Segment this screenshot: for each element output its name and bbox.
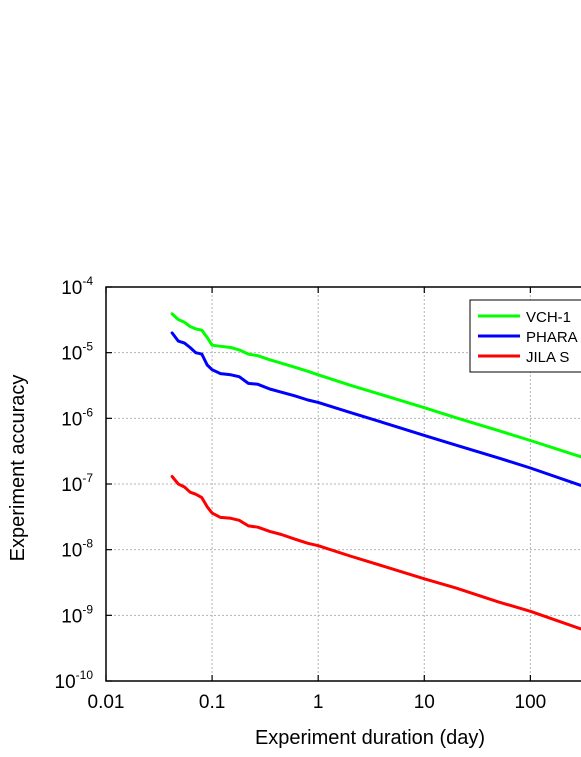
x-tick-label: 0.01 bbox=[88, 692, 125, 713]
series-line-phara bbox=[170, 331, 581, 487]
y-tick-base: 10 bbox=[61, 541, 82, 562]
y-tick-exponent: -7 bbox=[82, 471, 93, 485]
y-tick-base: 10 bbox=[55, 672, 76, 693]
x-tick-label: 0.1 bbox=[199, 692, 225, 713]
y-tick-exponent: -8 bbox=[82, 537, 93, 551]
x-tick-label: 10 bbox=[414, 692, 435, 713]
x-axis-title: Experiment duration (day) bbox=[255, 727, 485, 749]
legend-label: VCH-1 bbox=[526, 309, 571, 326]
x-tick-label: 100 bbox=[515, 692, 547, 713]
legend-label: PHARA bbox=[526, 329, 578, 346]
y-tick-label: 10-4 bbox=[61, 274, 93, 299]
y-tick-base: 10 bbox=[61, 344, 82, 365]
y-axis-title: Experiment accuracy bbox=[7, 375, 29, 562]
series-line-vch-1 bbox=[170, 312, 581, 459]
y-tick-exponent: -6 bbox=[82, 405, 93, 419]
y-tick-base: 10 bbox=[61, 475, 82, 496]
series-lines bbox=[170, 312, 581, 631]
y-tick-base: 10 bbox=[61, 606, 82, 627]
legend-label: JILA S bbox=[526, 349, 569, 366]
y-tick-exponent: -10 bbox=[76, 668, 94, 682]
y-tick-base: 10 bbox=[61, 409, 82, 430]
x-tick-label: 1 bbox=[313, 692, 324, 713]
y-tick-base: 10 bbox=[61, 278, 82, 299]
y-tick-exponent: -9 bbox=[82, 602, 93, 616]
axis-ticks: 0.01 0.1 1 10 10010-1010-910-810-710-610-510… bbox=[55, 274, 547, 713]
y-tick-exponent: -4 bbox=[82, 274, 93, 288]
y-tick-label: 10-10 bbox=[55, 668, 94, 693]
y-tick-label: 10-7 bbox=[61, 471, 93, 496]
y-tick-label: 10-6 bbox=[61, 405, 93, 430]
y-tick-label: 10-9 bbox=[61, 602, 93, 627]
y-tick-label: 10-8 bbox=[61, 537, 93, 562]
y-tick-exponent: -5 bbox=[82, 340, 93, 354]
y-tick-label: 10-5 bbox=[61, 340, 93, 365]
series-line-jila-s bbox=[170, 475, 581, 631]
legend: VCH-1 PHARA JILA S bbox=[469, 299, 581, 373]
